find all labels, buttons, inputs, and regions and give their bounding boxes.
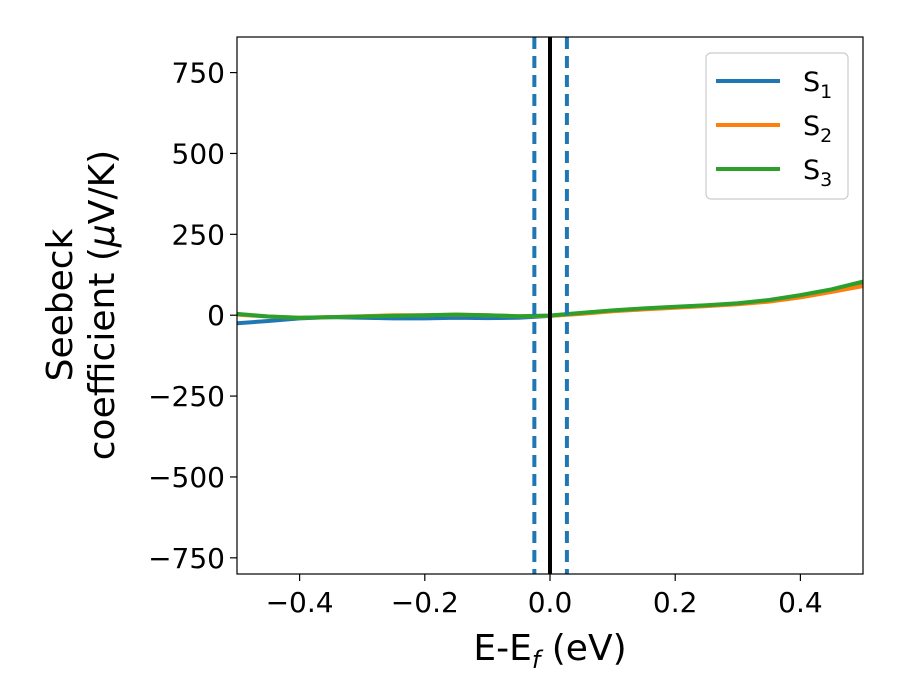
x-tick-label: 0.4 xyxy=(778,586,823,619)
y-tick-label: 750 xyxy=(172,57,225,90)
y-tick-label: 500 xyxy=(172,137,225,170)
y-axis-label: Seebeck coefficient (μV/K) xyxy=(40,150,123,460)
plot-area xyxy=(237,37,863,574)
y-tick-label: 250 xyxy=(172,218,225,251)
y-axis-label-line2: coefficient (μV/K) xyxy=(82,150,123,460)
y-tick-label: −500 xyxy=(148,461,225,494)
legend: S1 S2 S3 xyxy=(705,52,849,200)
x-ticks: −0.4 −0.2 0.0 0.2 0.4 xyxy=(266,574,823,619)
x-tick-label: 0.0 xyxy=(528,586,573,619)
y-axis-label-line1: Seebeck xyxy=(40,228,81,381)
x-tick-label: 0.2 xyxy=(653,586,698,619)
y-tick-label: −250 xyxy=(148,380,225,413)
y-tick-label: −750 xyxy=(148,542,225,575)
y-tick-label: 0 xyxy=(207,299,225,332)
x-axis-label: E-Ef (eV) xyxy=(473,628,626,674)
x-tick-label: −0.2 xyxy=(391,586,459,619)
legend-label-s2: S2 xyxy=(803,111,832,147)
y-ticks: 750 500 250 0 −250 −500 −750 xyxy=(148,57,237,575)
legend-label-s1: S1 xyxy=(803,67,832,103)
x-tick-label: −0.4 xyxy=(266,586,334,619)
legend-label-s3: S3 xyxy=(803,155,832,191)
